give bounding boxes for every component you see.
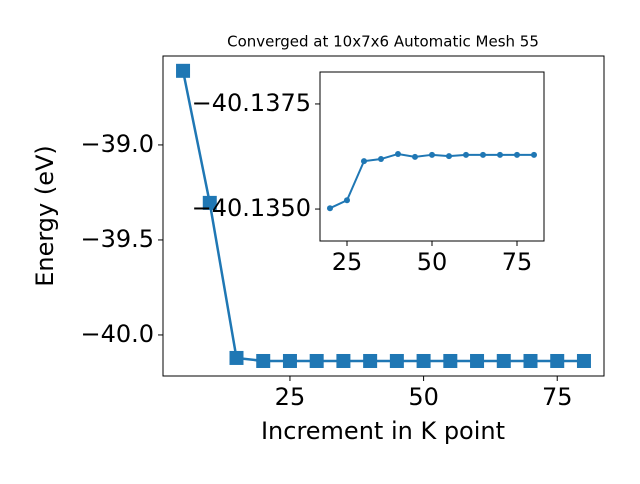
marker bbox=[429, 151, 435, 158]
x-tick-label: 25 bbox=[332, 248, 363, 276]
marker bbox=[443, 353, 458, 368]
marker bbox=[446, 153, 453, 160]
marker bbox=[176, 63, 191, 78]
y-tick-label: −39.0 bbox=[80, 130, 154, 158]
y-tick-label: −40.1375 bbox=[192, 89, 311, 117]
x-tick-label: 75 bbox=[502, 248, 533, 276]
y-tick-label: −39.5 bbox=[80, 225, 154, 253]
marker bbox=[480, 151, 487, 158]
marker bbox=[463, 151, 470, 158]
marker bbox=[416, 353, 431, 368]
y-tick-label: −40.1350 bbox=[192, 194, 311, 222]
x-tick-label: 75 bbox=[542, 383, 573, 411]
y-tick-label: −40.0 bbox=[80, 320, 154, 348]
x-tick-label: 50 bbox=[408, 383, 439, 411]
marker bbox=[363, 353, 378, 368]
x-tick-label: 50 bbox=[417, 248, 448, 276]
marker bbox=[497, 151, 504, 158]
marker bbox=[377, 156, 384, 163]
marker bbox=[576, 353, 591, 368]
marker bbox=[531, 151, 538, 158]
marker bbox=[411, 153, 418, 160]
marker bbox=[202, 195, 217, 210]
marker bbox=[514, 151, 521, 158]
marker bbox=[389, 353, 404, 368]
marker bbox=[496, 353, 511, 368]
marker bbox=[229, 350, 244, 365]
marker bbox=[282, 353, 297, 368]
marker bbox=[309, 353, 324, 368]
series-line bbox=[181, 70, 584, 363]
marker bbox=[394, 150, 401, 157]
chart-title: Converged at 10x7x6 Automatic Mesh 55 bbox=[227, 33, 539, 51]
marker bbox=[343, 197, 350, 204]
x-tick-label: 25 bbox=[275, 383, 306, 411]
marker bbox=[550, 353, 565, 368]
marker bbox=[470, 353, 485, 368]
x-axis-label: Increment in K point bbox=[261, 417, 505, 445]
marker bbox=[360, 158, 367, 165]
marker bbox=[326, 205, 333, 212]
y-axis-label: Energy (eV) bbox=[31, 145, 59, 287]
marker bbox=[256, 353, 271, 368]
marker bbox=[336, 353, 351, 368]
marker bbox=[523, 353, 538, 368]
